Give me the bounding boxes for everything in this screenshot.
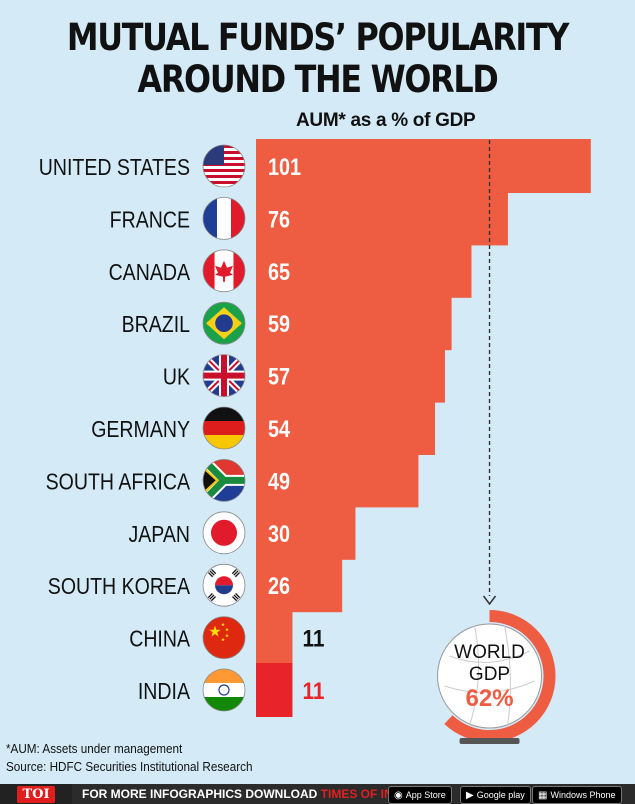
bar	[256, 505, 356, 560]
app-store-button[interactable]: ◉ App Store	[388, 786, 452, 804]
china-flag-icon	[203, 616, 245, 659]
category-label: GERMANY	[91, 417, 190, 443]
flag-outline	[202, 301, 246, 345]
bar	[256, 139, 591, 193]
category-label: FRANCE	[110, 207, 190, 233]
flag-outline	[202, 354, 246, 398]
value-label: 11	[302, 626, 324, 653]
germany-flag-icon	[203, 407, 245, 449]
bar	[256, 296, 452, 351]
bar	[256, 610, 293, 665]
apple-icon: ◉	[394, 789, 403, 801]
bar-chart: 101 UNITED STATES 76 FRANCE 65 CANADA 59 BRAZIL…	[39, 139, 591, 744]
bar	[256, 191, 508, 246]
category-label: CANADA	[109, 259, 191, 285]
chart-title-line2: AROUND THE WORLD	[137, 58, 499, 101]
flag-outline	[202, 511, 246, 555]
source-note: Source: HDFC Securities Institutional Re…	[6, 759, 253, 774]
flag-outline	[202, 196, 246, 240]
bar	[256, 558, 343, 613]
footer-bar: TOI FOR MORE INFOGRAPHICS DOWNLOAD TIMES…	[0, 784, 635, 804]
category-label: SOUTH KOREA	[48, 574, 191, 600]
france-flag-icon	[203, 197, 245, 240]
bar	[256, 663, 293, 717]
chart-subtitle: AUM* as a % of GDP	[296, 110, 476, 131]
category-label: INDIA	[138, 679, 191, 705]
flag-outline	[202, 668, 246, 712]
bar	[256, 348, 445, 403]
value-label: 11	[302, 678, 324, 705]
world-gdp-label-line2: GDP	[469, 664, 510, 685]
value-label: 30	[268, 521, 290, 548]
arrow-down-icon	[482, 595, 497, 606]
japan-flag-icon	[203, 511, 245, 554]
footnotes: *AUM: Assets under management Source: HD…	[6, 740, 280, 776]
google-play-button[interactable]: ▶ Google play	[460, 786, 531, 804]
brazil-flag-icon	[203, 302, 245, 345]
world-gdp-value: 62%	[466, 685, 514, 712]
value-label: 54	[268, 416, 291, 443]
value-label: 26	[268, 573, 290, 600]
flag-outline	[202, 144, 246, 188]
category-label: JAPAN	[128, 521, 190, 547]
canada-flag-icon	[203, 249, 245, 292]
category-label: UNITED STATES	[39, 155, 190, 181]
bar	[256, 453, 419, 508]
chart-title-line1: MUTUAL FUNDS’ POPULARITY	[66, 16, 570, 59]
play-icon: ▶	[466, 789, 474, 801]
category-label: CHINA	[129, 626, 190, 652]
aum-footnote: *AUM: Assets under management	[6, 741, 183, 756]
bar	[256, 243, 472, 298]
category-label: SOUTH AFRICA	[46, 469, 191, 495]
value-label: 57	[268, 364, 290, 391]
uk-flag-icon	[203, 354, 245, 397]
windows-icon: ▦	[538, 789, 548, 801]
india-flag-icon	[203, 669, 245, 711]
toi-logo[interactable]: TOI	[0, 784, 72, 804]
value-label: 49	[268, 468, 290, 495]
flag-outline	[202, 563, 246, 607]
south-korea-flag-icon	[203, 564, 245, 607]
bar	[256, 401, 436, 455]
flag-outline	[202, 406, 246, 450]
flag-outline	[202, 458, 246, 502]
windows-phone-button[interactable]: ▦ Windows Phone	[532, 786, 622, 804]
category-label: UK	[163, 364, 190, 390]
flag-outline	[202, 616, 246, 659]
value-label: 101	[268, 154, 301, 181]
value-label: 76	[268, 206, 290, 233]
world-gdp-label-line1: WORLD	[454, 642, 525, 663]
flag-outline	[202, 249, 246, 293]
download-cta: FOR MORE INFOGRAPHICS DOWNLOAD TIMES OF …	[82, 787, 441, 801]
value-label: 65	[268, 259, 290, 286]
category-label: BRAZIL	[122, 312, 191, 338]
value-label: 59	[268, 311, 290, 338]
